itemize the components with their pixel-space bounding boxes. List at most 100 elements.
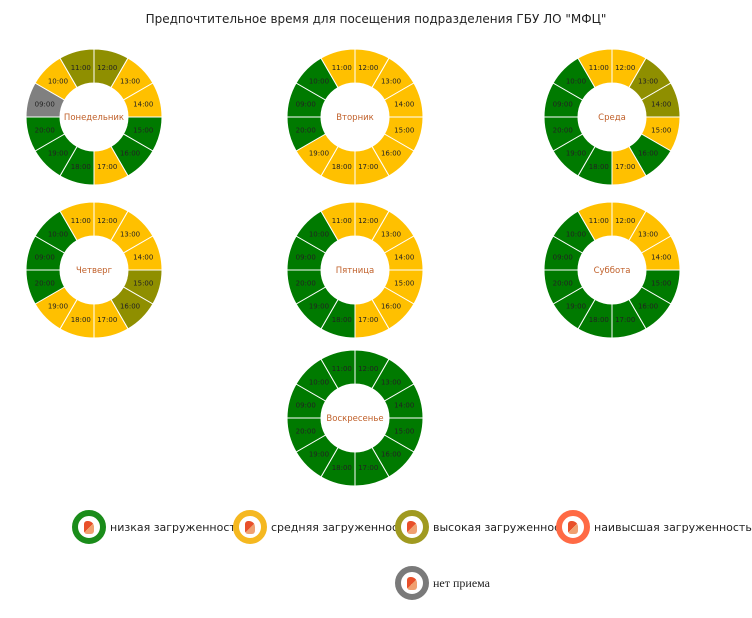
segment-hour-label: 16:00 xyxy=(381,303,401,311)
segment-hour-label: 09:00 xyxy=(296,401,316,409)
segment-hour-label: 18:00 xyxy=(332,163,352,171)
segment-hour-label: 09:00 xyxy=(35,100,55,108)
segment-hour-label: 19:00 xyxy=(566,150,586,158)
legend-item-highest: наивысшая загруженность xyxy=(556,510,752,544)
segment-hour-label: 15:00 xyxy=(394,127,414,135)
segment-hour-label: 14:00 xyxy=(651,100,671,108)
legend-label: нет приема xyxy=(433,575,490,590)
segment-hour-label: 12:00 xyxy=(97,64,117,72)
legend-logo-icon xyxy=(395,566,429,600)
segment-hour-label: 10:00 xyxy=(309,378,329,386)
segment-hour-label: 10:00 xyxy=(566,77,586,85)
legend-logo-icon xyxy=(556,510,590,544)
segment-hour-label: 17:00 xyxy=(358,464,378,472)
segment-hour-label: 13:00 xyxy=(638,77,658,85)
segment-hour-label: 11:00 xyxy=(71,217,91,225)
segment-hour-label: 15:00 xyxy=(133,127,153,135)
segment-hour-label: 09:00 xyxy=(553,253,573,261)
day-label: Воскресенье xyxy=(326,414,383,424)
segment-hour-label: 14:00 xyxy=(133,100,153,108)
legend-label: низкая загруженность xyxy=(110,520,243,534)
day-label: Суббота xyxy=(594,266,631,276)
segment-hour-label: 17:00 xyxy=(615,163,635,171)
segment-hour-label: 18:00 xyxy=(332,464,352,472)
segment-hour-label: 11:00 xyxy=(589,64,609,72)
chart-title: Предпочтительное время для посещения под… xyxy=(145,12,607,26)
segment-hour-label: 10:00 xyxy=(309,230,329,238)
legend-item-low: низкая загруженность xyxy=(72,510,242,544)
segment-hour-label: 14:00 xyxy=(394,253,414,261)
segment-hour-label: 15:00 xyxy=(394,428,414,436)
segment-hour-label: 14:00 xyxy=(133,253,153,261)
segment-hour-label: 19:00 xyxy=(309,150,329,158)
legend-item-medium: средняя загруженность xyxy=(233,510,411,544)
segment-hour-label: 18:00 xyxy=(71,316,91,324)
day-label: Четверг xyxy=(76,266,113,276)
segment-hour-label: 09:00 xyxy=(553,100,573,108)
donut-segment xyxy=(577,201,613,242)
segment-hour-label: 20:00 xyxy=(296,280,316,288)
segment-hour-label: 13:00 xyxy=(638,230,658,238)
legend-label: средняя загруженность xyxy=(271,520,411,534)
segment-hour-label: 15:00 xyxy=(394,280,414,288)
segment-hour-label: 20:00 xyxy=(296,127,316,135)
segment-hour-label: 13:00 xyxy=(381,230,401,238)
segment-hour-label: 13:00 xyxy=(120,77,140,85)
segment-hour-label: 11:00 xyxy=(589,217,609,225)
segment-hour-label: 15:00 xyxy=(133,280,153,288)
segment-hour-label: 16:00 xyxy=(638,150,658,158)
segment-hour-label: 16:00 xyxy=(381,451,401,459)
segment-hour-label: 12:00 xyxy=(97,217,117,225)
segment-hour-label: 13:00 xyxy=(381,77,401,85)
segment-hour-label: 12:00 xyxy=(615,64,635,72)
segment-hour-label: 20:00 xyxy=(296,428,316,436)
legend-logo-icon xyxy=(395,510,429,544)
segment-hour-label: 16:00 xyxy=(120,150,140,158)
segment-hour-label: 09:00 xyxy=(296,253,316,261)
segment-hour-label: 19:00 xyxy=(48,303,68,311)
segment-hour-label: 11:00 xyxy=(332,217,352,225)
segment-hour-label: 14:00 xyxy=(394,100,414,108)
segment-hour-label: 17:00 xyxy=(97,163,117,171)
segment-hour-label: 12:00 xyxy=(358,217,378,225)
donut-segment xyxy=(320,349,356,390)
segment-hour-label: 11:00 xyxy=(71,64,91,72)
segment-hour-label: 17:00 xyxy=(615,316,635,324)
segment-hour-label: 09:00 xyxy=(296,100,316,108)
donut-segment xyxy=(59,201,95,242)
segment-hour-label: 12:00 xyxy=(615,217,635,225)
segment-hour-label: 16:00 xyxy=(638,303,658,311)
segment-hour-label: 19:00 xyxy=(566,303,586,311)
donut-segment xyxy=(59,48,95,89)
legend-item-closed: нет приема xyxy=(395,566,490,600)
segment-hour-label: 19:00 xyxy=(309,303,329,311)
segment-hour-label: 18:00 xyxy=(589,163,609,171)
segment-hour-label: 15:00 xyxy=(651,280,671,288)
donut-segment xyxy=(320,201,356,242)
segment-hour-label: 18:00 xyxy=(71,163,91,171)
legend-label: высокая загруженность xyxy=(433,520,574,534)
segment-hour-label: 13:00 xyxy=(120,230,140,238)
day-label: Понедельник xyxy=(64,113,124,123)
segment-hour-label: 20:00 xyxy=(553,280,573,288)
segment-hour-label: 19:00 xyxy=(309,451,329,459)
segment-hour-label: 10:00 xyxy=(566,230,586,238)
segment-hour-label: 10:00 xyxy=(48,230,68,238)
segment-hour-label: 17:00 xyxy=(358,163,378,171)
segment-hour-label: 15:00 xyxy=(651,127,671,135)
segment-hour-label: 10:00 xyxy=(309,77,329,85)
segment-hour-label: 12:00 xyxy=(358,365,378,373)
segment-hour-label: 20:00 xyxy=(35,127,55,135)
segment-hour-label: 16:00 xyxy=(381,150,401,158)
donut-segment xyxy=(577,48,613,89)
legend-item-high: высокая загруженность xyxy=(395,510,573,544)
segment-hour-label: 14:00 xyxy=(651,253,671,261)
